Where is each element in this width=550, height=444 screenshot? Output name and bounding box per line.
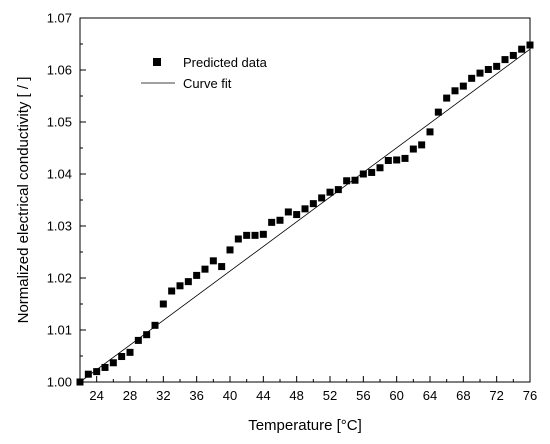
plot-series (76, 41, 534, 386)
data-point (109, 359, 117, 367)
data-point (234, 235, 242, 243)
data-point (243, 231, 251, 239)
x-tick-label: 32 (156, 388, 170, 403)
data-point (118, 353, 126, 361)
data-point (451, 87, 459, 95)
data-point (434, 108, 442, 116)
data-point (509, 51, 517, 59)
data-point (468, 74, 476, 82)
plot-frame (79, 17, 531, 383)
data-point (159, 300, 167, 308)
data-point (318, 194, 326, 202)
data-point (418, 141, 426, 149)
x-tick-label: 36 (189, 388, 203, 403)
data-point (226, 246, 234, 254)
data-point (84, 370, 92, 378)
x-tick-label: 44 (256, 388, 270, 403)
data-point (143, 331, 151, 339)
data-point (501, 56, 509, 64)
x-tick-label: 72 (489, 388, 503, 403)
data-point (176, 282, 184, 290)
x-axis-title: Temperature [°C] (248, 417, 362, 434)
data-point (301, 205, 309, 213)
data-point (326, 188, 334, 196)
data-point (284, 208, 292, 216)
legend-marker-predicted-data (153, 58, 161, 66)
y-tick-label: 1.01 (47, 323, 72, 338)
data-point (518, 45, 526, 53)
legend: Predicted data Curve fit (141, 55, 268, 91)
legend-label-curve-fit: Curve fit (183, 76, 232, 91)
y-tick-label: 1.05 (47, 115, 72, 130)
x-tick-label: 28 (123, 388, 137, 403)
data-point (493, 62, 501, 70)
data-point (368, 168, 376, 176)
y-tick-label: 1.00 (47, 375, 72, 390)
y-tick-label: 1.06 (47, 63, 72, 78)
data-point (376, 164, 384, 172)
data-point (443, 94, 451, 102)
x-tick-label: 76 (523, 388, 537, 403)
data-point (193, 271, 201, 279)
x-tick-label: 24 (89, 388, 103, 403)
x-tick-label: 64 (423, 388, 437, 403)
data-point (334, 186, 342, 194)
data-point (293, 211, 301, 219)
data-point (401, 154, 409, 162)
data-point (476, 69, 484, 77)
x-tick-label: 52 (323, 388, 337, 403)
x-tick-label: 40 (223, 388, 237, 403)
data-point (93, 368, 101, 376)
data-point (268, 218, 276, 226)
data-point (276, 216, 284, 224)
x-tick-label: 68 (456, 388, 470, 403)
data-point (426, 128, 434, 136)
data-point (351, 176, 359, 184)
data-point (218, 263, 226, 271)
data-point (484, 65, 492, 73)
data-point (359, 170, 367, 178)
data-point (184, 278, 192, 286)
data-point (309, 200, 317, 208)
data-point (209, 257, 217, 265)
axis-ticks: 24 28 32 36 40 44 48 52 56 60 64 68 72 76 1.00 1.01 1.02… (47, 11, 538, 404)
data-point (126, 348, 134, 356)
data-point (393, 156, 401, 164)
data-point (251, 231, 259, 239)
y-tick-label: 1.03 (47, 219, 72, 234)
x-tick-label: 60 (389, 388, 403, 403)
data-point (409, 145, 417, 153)
data-point (259, 230, 267, 238)
y-tick-label: 1.07 (47, 11, 72, 26)
y-tick-label: 1.04 (47, 167, 72, 182)
data-point (168, 287, 176, 295)
data-point (459, 82, 467, 90)
y-tick-label: 1.02 (47, 271, 72, 286)
data-point (134, 336, 142, 344)
data-point (151, 321, 159, 329)
data-point (343, 177, 351, 185)
data-point (201, 265, 209, 273)
data-point (384, 156, 392, 164)
data-point (101, 363, 109, 371)
x-tick-label: 56 (356, 388, 370, 403)
y-axis-title: Normalized electrical conductivity [ / ] (15, 77, 32, 324)
x-tick-label: 48 (289, 388, 303, 403)
legend-label-predicted-data: Predicted data (183, 55, 268, 70)
